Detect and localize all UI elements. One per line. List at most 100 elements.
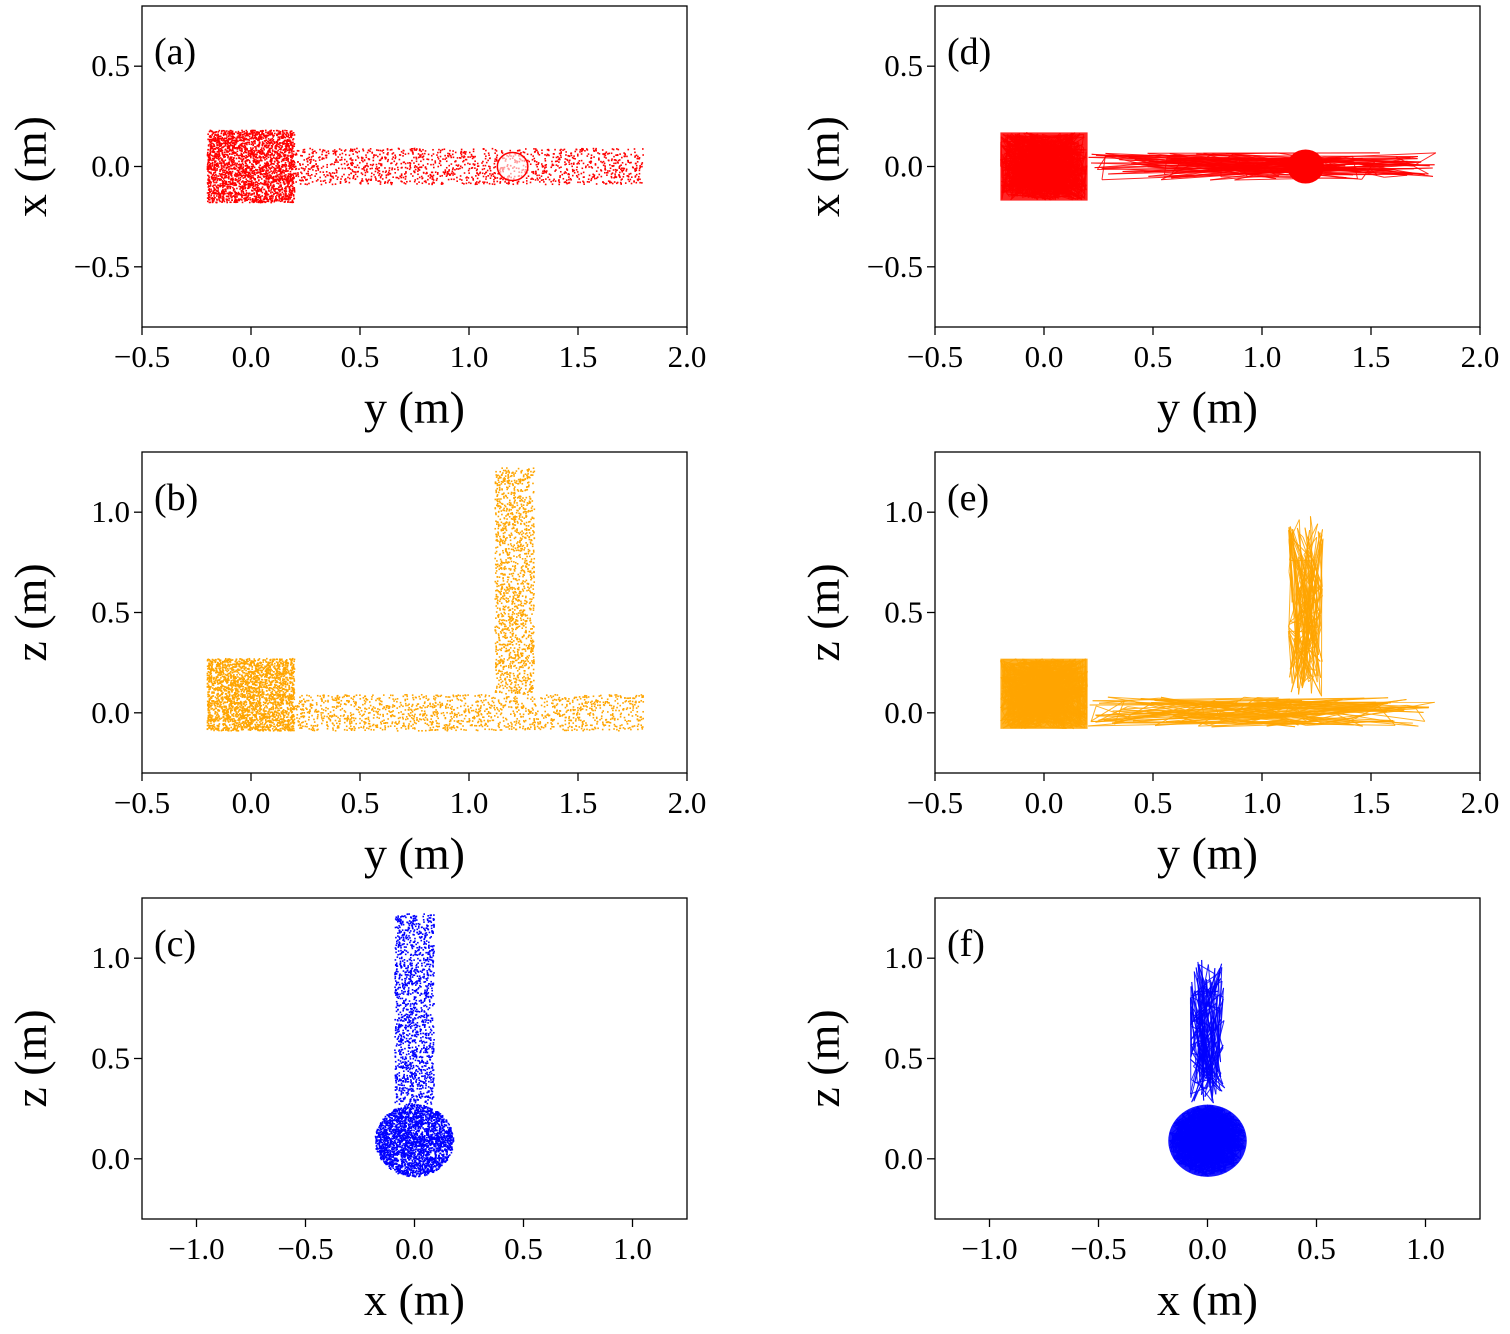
data-point <box>215 157 218 159</box>
data-point <box>572 170 574 173</box>
data-point <box>472 150 475 153</box>
data-point <box>279 689 282 692</box>
data-point <box>244 183 247 186</box>
data-point <box>379 153 381 156</box>
data-point <box>285 140 288 143</box>
data-point <box>479 172 481 175</box>
data-point <box>546 153 549 156</box>
data-point <box>270 664 272 666</box>
data-point <box>277 165 280 168</box>
data-point <box>241 666 244 669</box>
data-point <box>290 189 292 192</box>
data-point <box>207 163 209 165</box>
data-point <box>444 171 447 174</box>
data-point <box>572 157 575 160</box>
data-point <box>207 138 209 141</box>
data-point <box>472 163 475 165</box>
data-point <box>496 154 499 157</box>
data-point <box>630 153 633 156</box>
data-point <box>536 174 538 177</box>
data-point <box>222 671 225 674</box>
data-point <box>563 181 566 184</box>
data-point <box>578 162 580 165</box>
data-point <box>210 188 212 191</box>
region-b-0 <box>206 657 296 732</box>
data-point <box>230 132 232 135</box>
data-point <box>455 164 458 167</box>
data-point <box>285 691 287 694</box>
data-point <box>288 140 290 142</box>
data-point <box>278 169 280 172</box>
data-point <box>411 151 414 154</box>
data-point <box>278 195 280 198</box>
data-point <box>255 163 258 166</box>
data-point <box>221 162 223 165</box>
data-point <box>209 183 212 185</box>
data-point <box>268 171 271 174</box>
data-point <box>287 182 290 185</box>
data-point <box>261 681 264 684</box>
data-point <box>241 156 244 158</box>
data-point <box>288 703 291 705</box>
data-point <box>275 147 277 149</box>
data-point <box>224 163 227 166</box>
data-point <box>280 184 282 186</box>
data-point <box>547 176 549 179</box>
data-point <box>252 183 255 186</box>
data-point <box>244 185 246 187</box>
data-point <box>267 162 270 165</box>
data-point <box>401 166 403 169</box>
data-point <box>456 157 459 159</box>
data-point <box>292 165 295 167</box>
data-point <box>437 172 439 174</box>
data-point <box>312 155 314 157</box>
data-point <box>206 721 209 724</box>
data-point <box>237 180 240 183</box>
data-point <box>247 183 250 186</box>
data-point <box>350 163 353 165</box>
y-tick-label: 0.5 <box>91 48 130 83</box>
data-point <box>322 180 325 182</box>
data-point <box>460 148 463 151</box>
data-point <box>598 173 601 176</box>
data-point <box>222 728 225 730</box>
data-point <box>576 171 579 173</box>
data-point <box>216 134 218 137</box>
data-point <box>318 156 320 159</box>
data-point <box>235 680 237 682</box>
data-point <box>263 179 266 182</box>
data-point <box>242 169 245 171</box>
data-point <box>228 170 231 173</box>
data-point <box>255 149 257 152</box>
data-point <box>292 178 295 180</box>
data-point <box>279 130 282 133</box>
data-point <box>373 155 375 157</box>
data-point <box>279 173 281 175</box>
data-point <box>254 185 256 187</box>
data-point <box>275 199 278 202</box>
data-point <box>281 199 283 202</box>
data-point <box>485 161 488 164</box>
data-point <box>392 176 394 178</box>
data-point <box>254 140 256 143</box>
data-point <box>636 178 639 181</box>
data-point <box>400 174 403 177</box>
data-point <box>474 160 476 163</box>
data-point <box>268 181 270 184</box>
data-point <box>228 158 231 160</box>
data-point <box>251 137 253 139</box>
data-point <box>266 182 268 184</box>
data-point <box>227 195 230 198</box>
data-point <box>276 166 278 169</box>
data-point <box>210 172 212 175</box>
data-point <box>216 179 219 181</box>
data-point <box>324 179 326 182</box>
data-point <box>350 157 352 160</box>
data-point <box>571 174 574 177</box>
data-point <box>283 198 286 200</box>
data-point <box>276 669 278 672</box>
data-point <box>209 164 211 166</box>
data-point <box>230 173 233 176</box>
data-point <box>247 171 250 174</box>
data-point <box>248 673 250 675</box>
